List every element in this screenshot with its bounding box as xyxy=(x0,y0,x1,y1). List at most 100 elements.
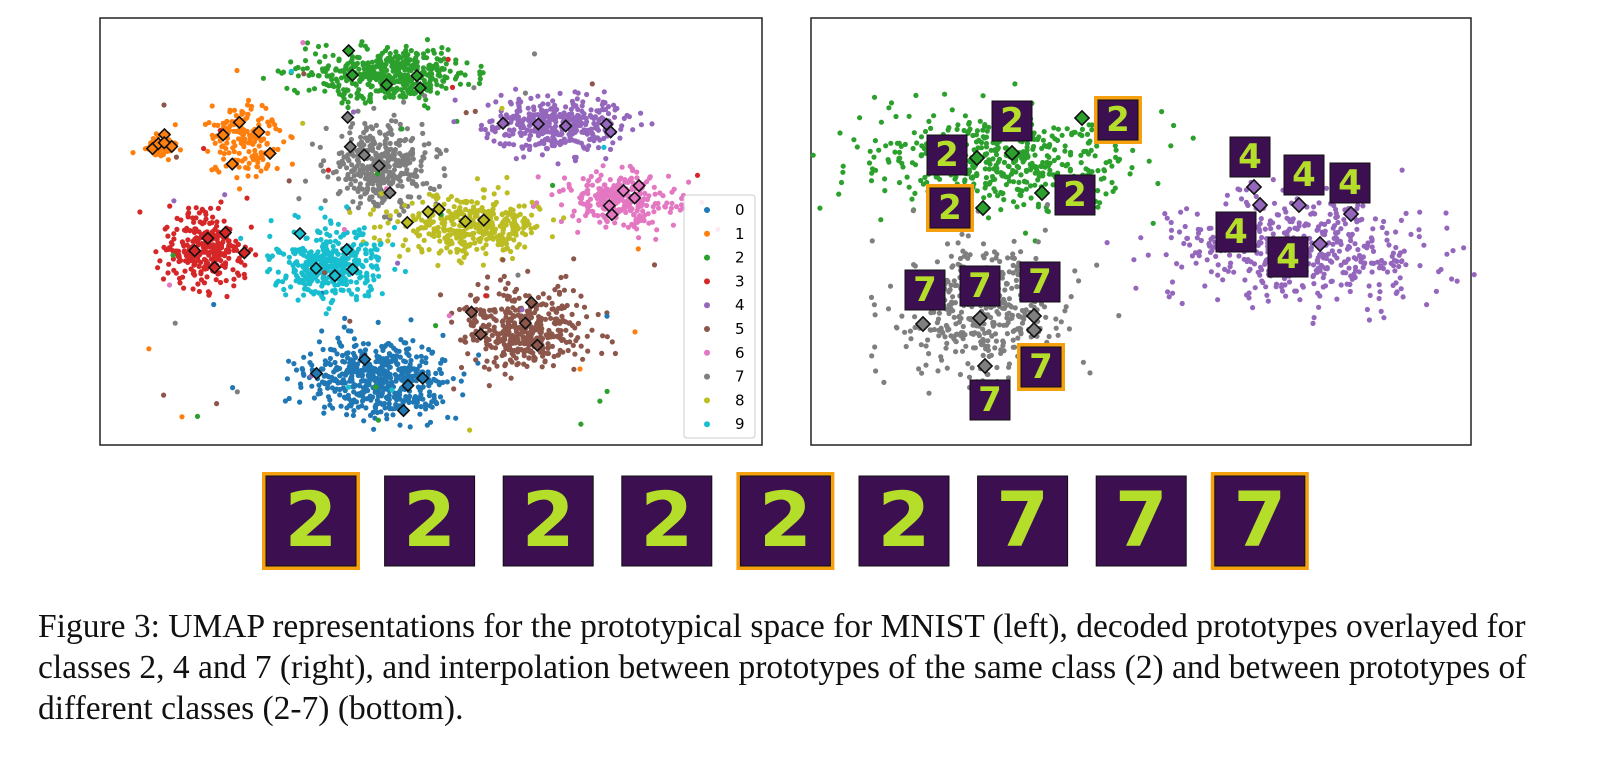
scatter-point xyxy=(556,188,563,194)
scatter-point xyxy=(339,100,345,106)
scatter-point xyxy=(650,204,656,210)
scatter-point xyxy=(335,380,342,386)
scatter-point xyxy=(415,233,422,239)
scatter-point xyxy=(1178,209,1184,215)
scatter-point xyxy=(540,353,546,359)
right-panel-frame xyxy=(810,17,1472,446)
scatter-point xyxy=(914,140,920,146)
scatter-point xyxy=(1009,255,1016,261)
scatter-point xyxy=(548,315,554,321)
scatter-point xyxy=(478,63,484,69)
scatter-point xyxy=(939,328,945,334)
scatter-point xyxy=(595,191,602,197)
scatter-point xyxy=(223,278,229,284)
scatter-point xyxy=(878,119,885,125)
scatter-point xyxy=(928,125,934,131)
scatter-point xyxy=(1284,215,1290,221)
scatter-point xyxy=(497,223,503,229)
scatter-point xyxy=(378,191,384,197)
scatter-point xyxy=(1089,127,1095,133)
scatter-point xyxy=(243,116,249,122)
scatter-point xyxy=(186,256,192,262)
scatter-point xyxy=(949,301,955,307)
scatter-point xyxy=(360,341,366,347)
scatter-point xyxy=(201,245,207,251)
scatter-point xyxy=(179,414,185,420)
scatter-point xyxy=(263,105,269,111)
scatter-point xyxy=(402,202,408,208)
scatter-point xyxy=(181,248,187,254)
scatter-point xyxy=(286,178,292,184)
scatter-point xyxy=(259,102,265,109)
scatter-point xyxy=(170,252,176,258)
scatter-point xyxy=(332,388,338,394)
scatter-point xyxy=(419,121,425,127)
scatter-point xyxy=(356,66,362,72)
scatter-point xyxy=(463,110,469,116)
scatter-point xyxy=(212,164,218,170)
scatter-point xyxy=(480,70,486,76)
scatter-point xyxy=(604,334,610,340)
scatter-point xyxy=(202,121,208,127)
scatter-point xyxy=(419,344,425,350)
scatter-point xyxy=(962,113,969,119)
legend-label: 7 xyxy=(735,368,745,386)
scatter-point xyxy=(321,373,327,379)
scatter-point xyxy=(452,76,459,82)
scatter-point xyxy=(909,196,915,202)
scatter-point xyxy=(489,127,495,133)
scatter-point xyxy=(927,327,933,333)
scatter-point xyxy=(413,50,419,57)
scatter-point xyxy=(449,84,456,90)
scatter-point xyxy=(614,105,620,112)
scatter-point xyxy=(945,327,951,333)
scatter-point xyxy=(595,201,601,207)
scatter-point xyxy=(595,145,602,151)
scatter-point xyxy=(463,339,469,345)
scatter-point xyxy=(377,152,383,159)
scatter-point xyxy=(457,210,464,216)
scatter-point xyxy=(1006,163,1012,169)
scatter-point xyxy=(363,388,369,394)
scatter-point xyxy=(378,393,384,399)
scatter-point xyxy=(409,62,416,68)
scatter-point xyxy=(364,46,370,52)
scatter-point xyxy=(503,314,509,320)
scatter-point xyxy=(354,279,360,285)
scatter-point xyxy=(1011,238,1017,244)
scatter-point xyxy=(409,373,415,379)
scatter-point xyxy=(503,241,510,247)
scatter-point xyxy=(246,160,252,166)
scatter-point xyxy=(382,64,388,70)
scatter-point xyxy=(1190,135,1196,141)
scatter-point xyxy=(991,186,997,192)
scatter-point xyxy=(428,379,434,386)
scatter-point xyxy=(670,222,677,228)
scatter-point xyxy=(413,403,419,410)
scatter-point xyxy=(452,97,458,103)
scatter-point xyxy=(383,378,389,384)
scatter-point xyxy=(357,200,363,206)
scatter-point xyxy=(1163,252,1169,258)
scatter-point xyxy=(622,201,628,208)
scatter-point xyxy=(510,113,516,119)
scatter-point xyxy=(969,365,975,371)
scatter-point xyxy=(217,149,223,155)
scatter-point xyxy=(434,90,440,96)
scatter-point xyxy=(300,120,306,126)
scatter-point xyxy=(341,324,347,330)
scatter-point xyxy=(429,350,435,356)
scatter-point xyxy=(543,332,549,338)
scatter-point xyxy=(309,141,315,147)
scatter-point xyxy=(1052,147,1058,153)
scatter-point xyxy=(644,179,650,185)
scatter-point xyxy=(596,117,602,123)
scatter-point xyxy=(364,125,370,131)
scatter-point xyxy=(427,74,433,80)
scatter-point xyxy=(601,89,607,95)
scatter-point xyxy=(1094,262,1100,268)
scatter-point xyxy=(376,273,382,279)
scatter-point xyxy=(881,379,887,385)
scatter-point xyxy=(580,176,586,182)
scatter-point xyxy=(185,237,191,243)
